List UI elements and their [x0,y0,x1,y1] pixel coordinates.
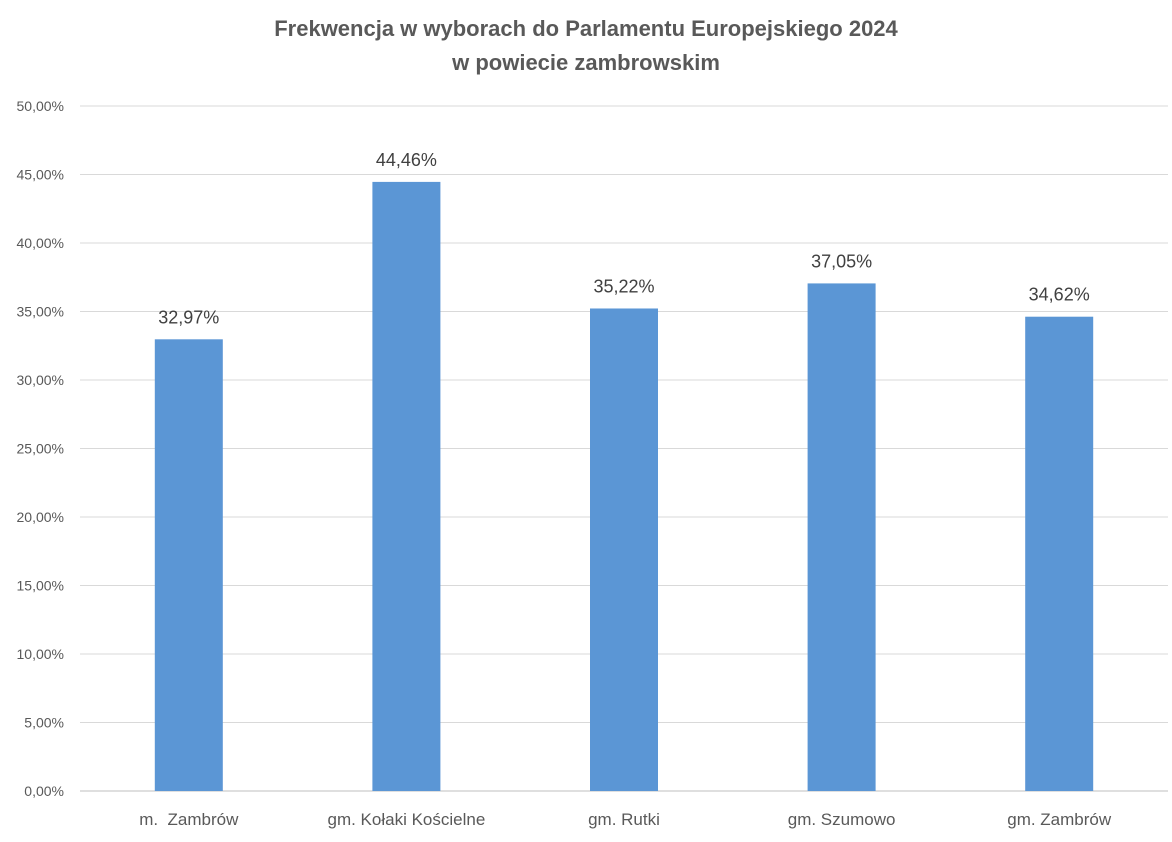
y-tick-label: 40,00% [17,235,64,251]
bar [1025,316,1094,791]
x-tick-label: gm. Rutki [588,810,660,829]
chart-subtitle: w powiecie zambrowskim [452,50,720,75]
x-tick-label: m. Zambrów [139,810,239,829]
y-tick-label: 35,00% [17,304,64,320]
bar [807,283,876,791]
data-label: 44,46% [376,150,437,170]
bar [154,339,223,791]
data-label: 35,22% [593,276,654,296]
y-tick-label: 20,00% [17,509,64,525]
data-label: 32,97% [158,307,219,327]
y-tick-label: 0,00% [24,783,64,799]
bar [372,181,441,791]
bar [590,308,658,791]
y-tick-label: 50,00% [17,98,64,114]
y-tick-label: 25,00% [17,441,64,457]
y-tick-label: 5,00% [24,715,64,731]
x-tick-label: gm. Kołaki Kościelne [327,810,485,829]
y-tick-label: 45,00% [17,167,64,183]
chart-title: Frekwencja w wyborach do Parlamentu Euro… [274,16,898,41]
x-tick-label: gm. Zambrów [1007,810,1112,829]
y-tick-label: 10,00% [17,646,64,662]
y-tick-label: 30,00% [17,372,64,388]
data-label: 37,05% [811,251,872,271]
y-tick-label: 15,00% [17,578,64,594]
data-label: 34,62% [1029,285,1090,305]
x-tick-label: gm. Szumowo [788,810,896,829]
